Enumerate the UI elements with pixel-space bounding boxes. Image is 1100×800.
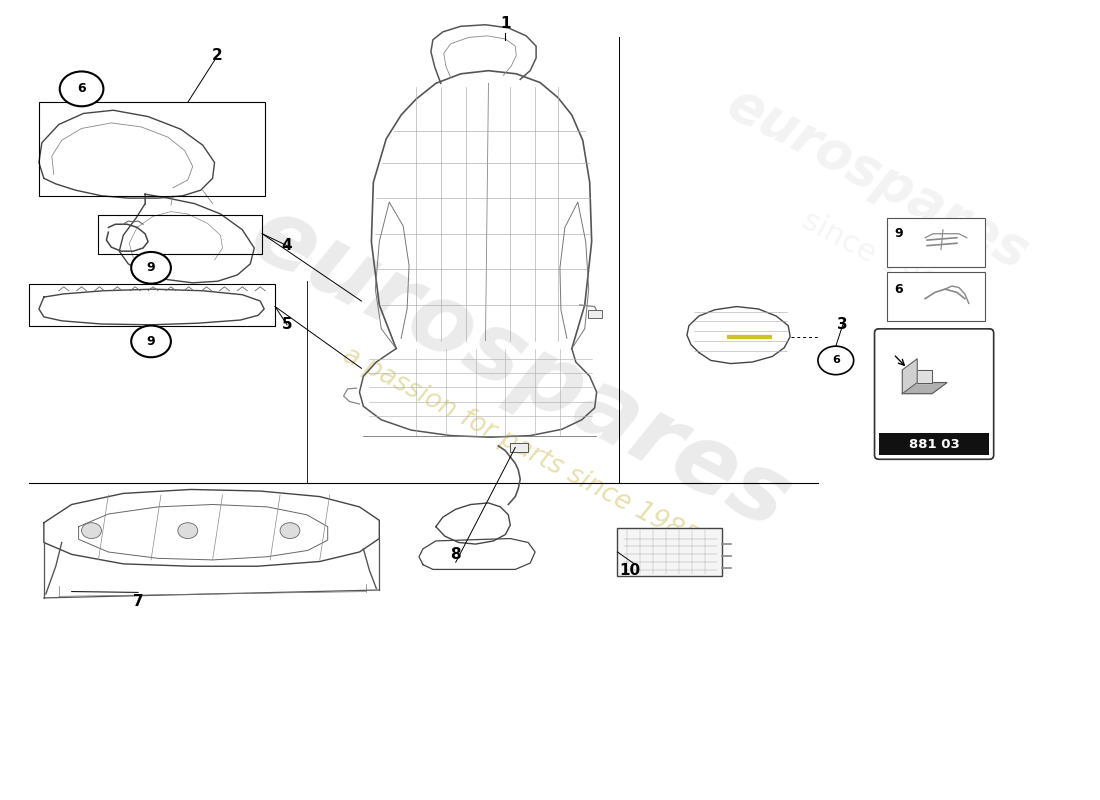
Circle shape <box>131 326 170 358</box>
Text: 9: 9 <box>146 262 155 274</box>
Text: 6: 6 <box>77 82 86 95</box>
Text: eurospares: eurospares <box>235 187 805 550</box>
Circle shape <box>178 522 198 538</box>
Bar <box>617 528 722 576</box>
Circle shape <box>818 346 854 374</box>
Bar <box>98 214 262 254</box>
Bar <box>888 272 984 321</box>
Text: 881 03: 881 03 <box>909 438 959 451</box>
Bar <box>888 218 984 267</box>
Bar <box>39 102 265 196</box>
Text: 5: 5 <box>282 318 293 332</box>
Text: 10: 10 <box>619 562 640 578</box>
Circle shape <box>59 71 103 106</box>
Text: 6: 6 <box>894 282 903 296</box>
Bar <box>29 285 275 326</box>
Polygon shape <box>902 370 932 382</box>
FancyBboxPatch shape <box>874 329 993 459</box>
Text: 9: 9 <box>894 227 903 240</box>
Text: 1: 1 <box>500 17 510 31</box>
Text: 7: 7 <box>133 594 143 610</box>
Text: eurospares: eurospares <box>718 77 1037 279</box>
Circle shape <box>280 522 300 538</box>
Text: 9: 9 <box>146 335 155 348</box>
Text: 2: 2 <box>212 48 223 63</box>
Polygon shape <box>902 382 947 394</box>
Text: 8: 8 <box>450 547 461 562</box>
Text: 4: 4 <box>282 238 293 253</box>
Bar <box>587 310 602 318</box>
Text: a passion for parts since 1985: a passion for parts since 1985 <box>339 342 702 553</box>
Text: 3: 3 <box>837 318 848 332</box>
Circle shape <box>131 252 170 284</box>
Circle shape <box>81 522 101 538</box>
Polygon shape <box>902 359 917 394</box>
Text: 6: 6 <box>832 355 839 366</box>
Bar <box>510 442 528 452</box>
Bar <box>880 434 989 455</box>
Text: since 1985: since 1985 <box>798 206 958 310</box>
